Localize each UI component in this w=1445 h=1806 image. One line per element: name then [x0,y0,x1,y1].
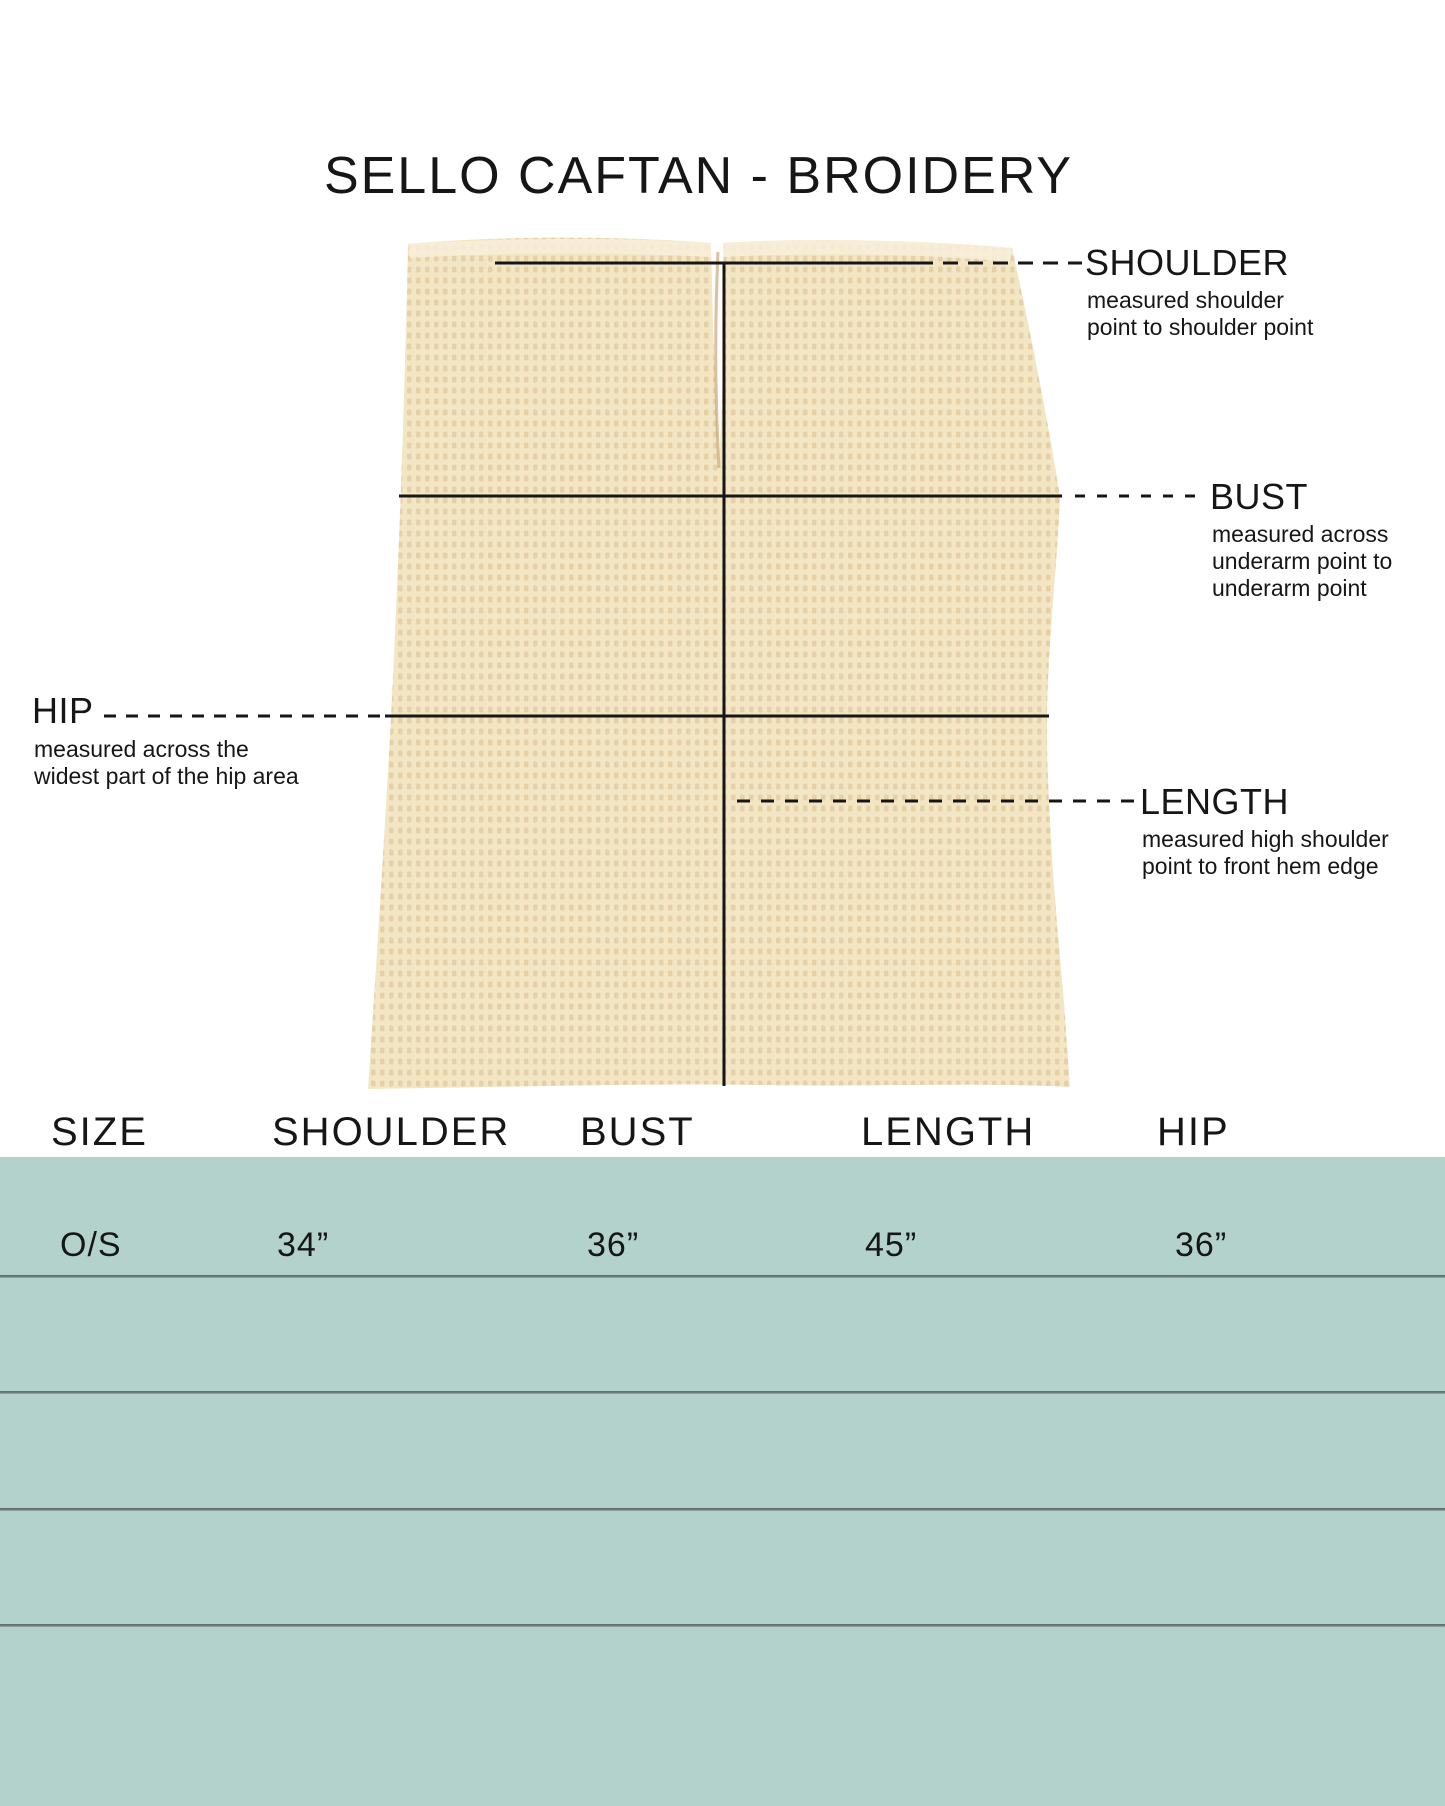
table-row-divider [0,1275,1445,1278]
hip-annotation-desc: measured across the widest part of the h… [34,736,299,790]
caftan-fabric [368,237,1070,1089]
size-table-body: O/S 34” 36” 45” 36” [0,1157,1445,1806]
bust-annotation-desc: measured across underarm point to undera… [1212,521,1392,602]
length-annotation-label: LENGTH [1140,781,1290,822]
caftan-top-hem [408,239,1012,262]
table-cell-size: O/S [60,1226,122,1264]
hip-desc-line2: widest part of the hip area [34,763,299,789]
shoulder-desc-line1: measured shoulder [1087,287,1284,313]
table-cell-shoulder: 34” [277,1226,330,1264]
length-annotation-desc: measured high shoulder point to front he… [1142,826,1389,880]
table-header-hip: HIP [1157,1110,1230,1154]
table-header-bust: BUST [580,1110,695,1154]
table-cell-bust: 36” [587,1226,640,1264]
shoulder-annotation-desc: measured shoulder point to shoulder poin… [1087,287,1313,341]
neck-slit [711,243,725,472]
hip-annotation-label: HIP [32,690,94,731]
shoulder-desc-line2: point to shoulder point [1087,314,1314,340]
table-header-shoulder: SHOULDER [272,1110,511,1154]
table-header-length: LENGTH [861,1110,1036,1154]
bust-desc-line2: underarm point to [1212,548,1393,574]
table-row-divider [0,1624,1445,1627]
length-desc-line1: measured high shoulder [1142,826,1389,852]
bust-desc-line1: measured across [1212,521,1389,547]
hip-desc-line1: measured across the [34,736,249,762]
bust-desc-line3: underarm point [1212,575,1367,601]
page-title: SELLO CAFTAN - BROIDERY [323,147,1074,205]
table-cell-length: 45” [865,1226,918,1264]
caftan-flat-lay-photo [104,237,1206,1089]
table-row-divider [0,1508,1445,1511]
length-desc-line2: point to front hem edge [1142,853,1379,879]
table-header-size: SIZE [51,1110,148,1154]
shoulder-annotation-label: SHOULDER [1085,242,1290,283]
table-row-divider [0,1391,1445,1394]
table-cell-hip: 36” [1175,1226,1228,1264]
neck-slit-crease [714,251,721,469]
bust-annotation-label: BUST [1210,476,1309,517]
